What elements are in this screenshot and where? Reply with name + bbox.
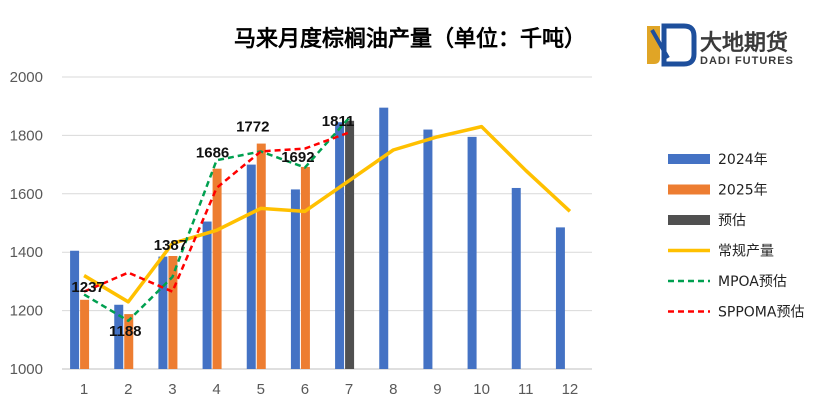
legend-label: MPOA预估 <box>718 274 787 290</box>
logo-name-en: DADI FUTURES <box>700 55 794 67</box>
bar <box>158 256 168 369</box>
y-tick-label: 1800 <box>10 127 43 144</box>
data-label: 1686 <box>196 145 229 162</box>
data-label: 1772 <box>236 119 269 136</box>
bar <box>202 221 212 369</box>
gridlines <box>62 76 592 312</box>
y-tick-label: 1200 <box>10 303 43 320</box>
bar <box>300 166 310 369</box>
data-label: 1387 <box>154 237 187 254</box>
line-series <box>83 117 572 323</box>
logo-name-cn: 大地期货 <box>700 30 788 56</box>
bar <box>212 168 222 369</box>
x-tick-label: 5 <box>257 381 265 398</box>
bar-series <box>70 107 565 369</box>
x-axis: 1 2 3 4 5 6 7 8 9 10 11 12 <box>62 368 592 398</box>
bar <box>555 227 565 369</box>
bar <box>423 129 433 369</box>
bar <box>246 164 256 369</box>
bar <box>345 120 355 369</box>
bar <box>256 143 266 369</box>
data-label: 1188 <box>109 323 142 340</box>
bar <box>379 107 389 369</box>
x-tick-label: 8 <box>389 381 397 398</box>
chart-title: 马来月度棕榈油产量（单位：千吨） <box>234 26 586 52</box>
y-tick-label: 1000 <box>10 361 43 378</box>
bar <box>335 122 345 369</box>
company-logo: 大地期货 DADI FUTURES <box>647 23 794 67</box>
legend-swatch <box>668 215 710 225</box>
series-line <box>83 117 351 323</box>
legend-label: 常规产量 <box>718 244 774 260</box>
legend-label: SPPOMA预估 <box>718 305 804 321</box>
data-label: 1811 <box>322 113 355 130</box>
legend-swatch <box>668 184 710 195</box>
x-tick-label: 3 <box>168 381 176 398</box>
x-tick-label: 9 <box>433 381 441 398</box>
legend-label: 2025年 <box>718 183 768 199</box>
x-tick-label: 1 <box>80 381 88 398</box>
legend-label: 2024年 <box>718 152 768 168</box>
y-tick-label: 1400 <box>10 244 43 261</box>
x-tick-label: 10 <box>473 381 490 398</box>
data-label: 1692 <box>281 149 314 166</box>
data-labels: 1237 1188 1387 1686 1772 1692 1811 <box>71 113 354 340</box>
bar <box>290 189 300 369</box>
bar <box>511 187 521 369</box>
bar <box>80 299 90 369</box>
series-line <box>83 131 350 293</box>
x-tick-label: 6 <box>301 381 309 398</box>
legend-swatch <box>668 154 710 164</box>
y-tick-label: 2000 <box>10 69 43 86</box>
data-label: 1237 <box>71 279 104 296</box>
y-tick-label: 1600 <box>10 186 43 203</box>
x-tick-label: 7 <box>345 381 353 398</box>
bar <box>70 250 80 369</box>
x-tick-label: 12 <box>562 381 579 398</box>
series-line <box>83 124 572 304</box>
bar <box>114 304 124 369</box>
bar <box>467 136 477 369</box>
legend-label: 预估 <box>718 213 746 229</box>
bar <box>124 314 134 369</box>
x-tick-label: 2 <box>124 381 132 398</box>
bar <box>168 255 178 369</box>
x-tick-label: 4 <box>212 381 220 398</box>
logo-mark-icon <box>647 23 697 67</box>
y-axis: 1000 1200 1400 1600 1800 2000 <box>10 69 43 378</box>
x-tick-label: 11 <box>518 381 534 398</box>
